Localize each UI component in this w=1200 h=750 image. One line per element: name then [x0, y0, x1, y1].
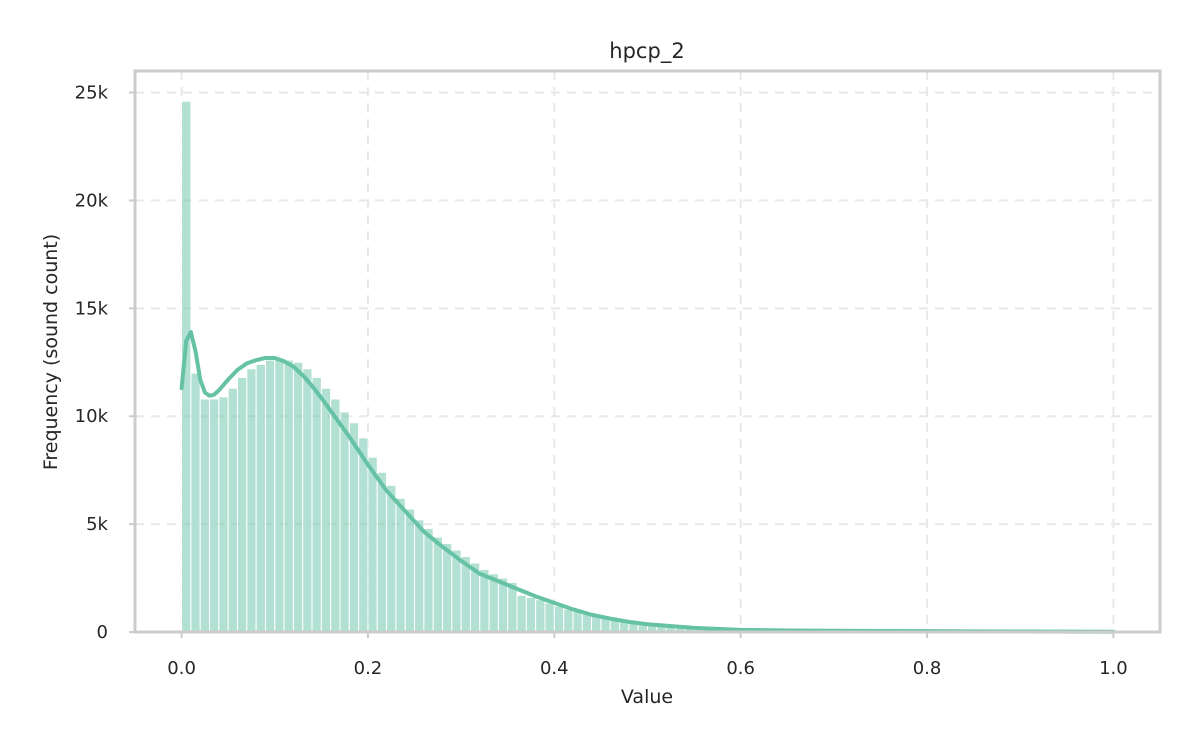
histogram-bar	[404, 508, 416, 633]
histogram-bar	[348, 422, 360, 633]
histogram-bar	[451, 549, 462, 633]
x-tick-label: 0.2	[354, 658, 383, 679]
histogram-bar	[237, 376, 248, 633]
x-axis-label: Value	[621, 686, 673, 708]
histogram-bar	[339, 411, 350, 633]
histogram-bar	[246, 368, 257, 633]
histogram-bar	[386, 484, 397, 633]
histogram-bar	[209, 398, 220, 633]
histogram-bar	[199, 398, 211, 633]
y-tick-label: 15k	[75, 298, 109, 319]
y-tick-label: 25k	[75, 83, 109, 104]
y-axis-ticks: 0 5k 10k 15k 20k 25k	[75, 83, 135, 643]
histogram-bar	[274, 357, 285, 633]
histogram-bar	[572, 611, 583, 633]
x-tick-label: 0.6	[726, 658, 755, 679]
plot-frame	[133, 69, 1162, 634]
histogram-bar	[553, 605, 565, 633]
histogram-bar	[358, 437, 369, 633]
histogram-bar	[330, 398, 341, 633]
histogram-bars	[181, 100, 1114, 633]
histogram-bar	[292, 361, 304, 633]
histogram-bar	[376, 471, 388, 633]
histogram-bar	[302, 368, 313, 633]
chart-title: hpcp_2	[609, 39, 684, 64]
y-tick-label: 0	[97, 622, 108, 643]
histogram-bar	[423, 527, 434, 633]
histogram-bar	[320, 387, 332, 633]
y-tick-label: 10k	[75, 406, 109, 427]
histogram-bar	[544, 602, 555, 633]
histogram-bar	[525, 596, 537, 633]
histogram-bar	[283, 359, 294, 633]
x-tick-label: 0.4	[540, 658, 569, 679]
y-axis-label: Frequency (sound count)	[40, 234, 62, 470]
histogram-bar	[432, 536, 444, 633]
x-tick-label: 1.0	[1099, 658, 1128, 679]
histogram-bar	[190, 372, 201, 633]
x-axis-ticks: 0.0 0.2 0.4 0.6 0.8 1.0	[167, 632, 1128, 679]
histogram-bar	[395, 497, 406, 633]
histogram-bar	[255, 363, 266, 633]
histogram-bar	[563, 608, 574, 633]
histogram-bar	[535, 599, 546, 633]
histogram-bar	[367, 456, 378, 633]
histogram-bar	[414, 519, 425, 633]
histogram-bar	[218, 396, 229, 633]
histogram-bar	[264, 359, 276, 633]
y-tick-label: 5k	[86, 514, 108, 535]
histogram-bar	[227, 387, 239, 633]
kde-curve	[179, 330, 1116, 634]
y-tick-label: 20k	[75, 190, 109, 211]
histogram-bar	[442, 543, 453, 633]
histogram-bar	[516, 594, 527, 633]
x-tick-label: 0.8	[913, 658, 942, 679]
histogram-bar	[311, 376, 322, 633]
x-tick-label: 0.0	[167, 658, 196, 679]
